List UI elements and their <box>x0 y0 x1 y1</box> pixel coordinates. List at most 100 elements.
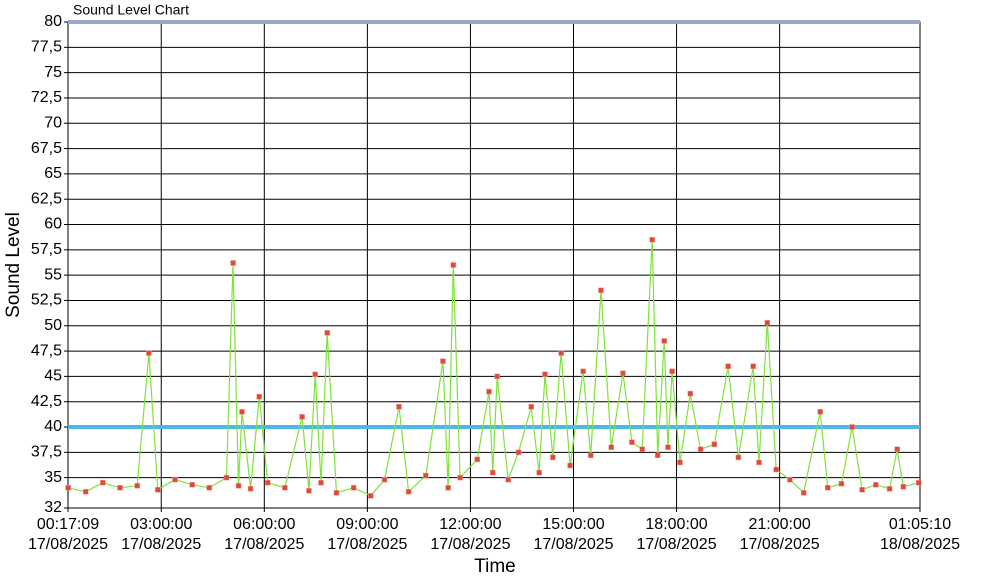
data-marker <box>687 390 694 397</box>
data-marker <box>697 446 704 453</box>
data-marker <box>665 444 671 450</box>
data-marker <box>494 373 500 380</box>
data-marker <box>629 439 635 445</box>
data-marker <box>661 338 667 344</box>
data-marker <box>558 350 564 356</box>
data-marker <box>146 350 152 356</box>
data-marker <box>490 469 496 476</box>
data-marker <box>405 489 412 495</box>
data-marker <box>206 485 213 491</box>
x-tick-date: 17/08/2025 <box>637 536 717 553</box>
y-tick-label: 47,5 <box>31 342 62 359</box>
x-tick-date: 17/08/2025 <box>533 536 613 553</box>
data-marker <box>669 368 675 375</box>
data-marker <box>155 487 161 493</box>
y-tick-label: 50 <box>44 317 62 334</box>
y-tick-label: 75 <box>44 64 62 81</box>
y-tick-label: 37,5 <box>31 444 62 461</box>
data-marker <box>457 474 463 481</box>
x-tick-label: 09:00:00 <box>336 516 398 533</box>
data-marker <box>100 479 106 486</box>
y-tick-label: 72,5 <box>31 89 62 106</box>
y-tick-label: 55 <box>44 266 62 283</box>
data-marker <box>849 424 855 430</box>
data-marker <box>750 363 756 369</box>
x-tick-label: 21:00:00 <box>748 516 810 533</box>
data-marker <box>886 486 893 492</box>
data-marker <box>239 409 245 415</box>
x-tick-label: 15:00:00 <box>542 516 604 533</box>
data-marker <box>282 485 288 491</box>
y-tick-label: 62,5 <box>31 190 62 207</box>
x-tick-date: 17/08/2025 <box>28 536 108 553</box>
data-marker <box>350 485 357 491</box>
data-marker <box>65 485 71 491</box>
data-marker <box>838 480 845 487</box>
y-tick-label: 57,5 <box>31 241 62 258</box>
data-marker <box>787 476 793 483</box>
y-tick-label: 60 <box>44 216 62 233</box>
data-marker <box>677 459 683 466</box>
data-marker <box>817 409 823 415</box>
data-marker <box>900 483 907 490</box>
data-marker <box>440 358 446 364</box>
data-marker <box>235 482 242 489</box>
data-marker <box>598 287 604 294</box>
x-tick-date: 17/08/2025 <box>121 536 201 553</box>
data-marker <box>873 481 879 488</box>
data-marker <box>423 472 429 479</box>
data-marker <box>324 330 330 336</box>
data-marker <box>824 485 831 491</box>
x-tick-label: 06:00:00 <box>233 516 295 533</box>
x-tick-label: 18:00:00 <box>645 516 707 533</box>
x-tick-date: 17/08/2025 <box>740 536 820 553</box>
data-marker <box>580 368 586 375</box>
data-marker <box>368 493 374 499</box>
x-axis-label: Time <box>474 556 516 577</box>
data-marker <box>264 479 271 486</box>
y-tick-label: 65 <box>44 165 62 182</box>
data-marker <box>550 454 556 461</box>
data-marker <box>587 452 594 459</box>
data-marker <box>256 393 262 400</box>
data-marker <box>620 370 626 377</box>
data-marker <box>725 363 731 369</box>
data-marker <box>505 476 511 483</box>
data-marker <box>649 236 655 243</box>
data-marker <box>756 459 762 466</box>
y-tick-label: 77,5 <box>31 39 62 56</box>
y-tick-label: 40 <box>44 418 62 435</box>
data-marker <box>117 485 123 491</box>
data-marker <box>172 476 178 483</box>
data-marker <box>894 446 900 453</box>
y-tick-label: 52,5 <box>31 292 62 309</box>
data-marker <box>312 371 318 378</box>
y-tick-label: 70 <box>44 114 62 131</box>
x-tick-label: 01:05:10 <box>889 516 951 533</box>
data-marker <box>381 476 388 483</box>
data-marker <box>542 371 548 378</box>
x-tick-label: 12:00:00 <box>439 516 501 533</box>
data-marker <box>639 446 645 453</box>
data-marker <box>859 487 865 493</box>
data-line <box>67 239 919 497</box>
data-marker <box>333 490 340 496</box>
data-marker <box>608 444 615 450</box>
data-marker <box>528 404 534 410</box>
data-marker <box>764 319 771 326</box>
x-tick-date: 17/08/2025 <box>224 536 304 553</box>
data-marker <box>82 489 89 495</box>
y-tick-label: 42,5 <box>31 393 62 410</box>
data-marker <box>654 452 661 459</box>
data-marker <box>134 482 140 489</box>
data-marker <box>299 414 305 420</box>
y-tick-label: 80 <box>44 13 62 30</box>
data-marker <box>735 454 742 461</box>
data-marker <box>916 479 922 486</box>
data-marker <box>230 260 236 266</box>
data-marker <box>536 469 542 476</box>
data-marker <box>306 488 312 494</box>
data-marker <box>486 388 492 395</box>
x-tick-label: 03:00:00 <box>130 516 192 533</box>
